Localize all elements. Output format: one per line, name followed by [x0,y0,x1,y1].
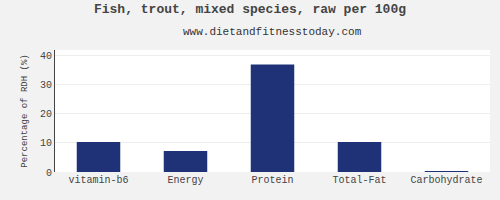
svg-text:Percentage of RDH (%): Percentage of RDH (%) [20,54,30,167]
svg-text:Protein: Protein [251,175,293,186]
svg-text:Total-Fat: Total-Fat [332,175,386,186]
svg-text:20: 20 [40,109,52,120]
svg-text:30: 30 [40,80,52,91]
svg-text:40: 40 [40,51,52,62]
svg-text:Fish, trout, mixed species, ra: Fish, trout, mixed species, raw per 100g [94,2,406,17]
svg-text:10: 10 [40,138,52,149]
svg-text:Energy: Energy [167,175,203,186]
svg-text:www.dietandfitnesstoday.com: www.dietandfitnesstoday.com [183,26,362,38]
svg-text:0: 0 [46,168,52,179]
svg-text:Carbohydrate: Carbohydrate [410,175,482,186]
svg-text:vitamin-b6: vitamin-b6 [68,175,128,186]
